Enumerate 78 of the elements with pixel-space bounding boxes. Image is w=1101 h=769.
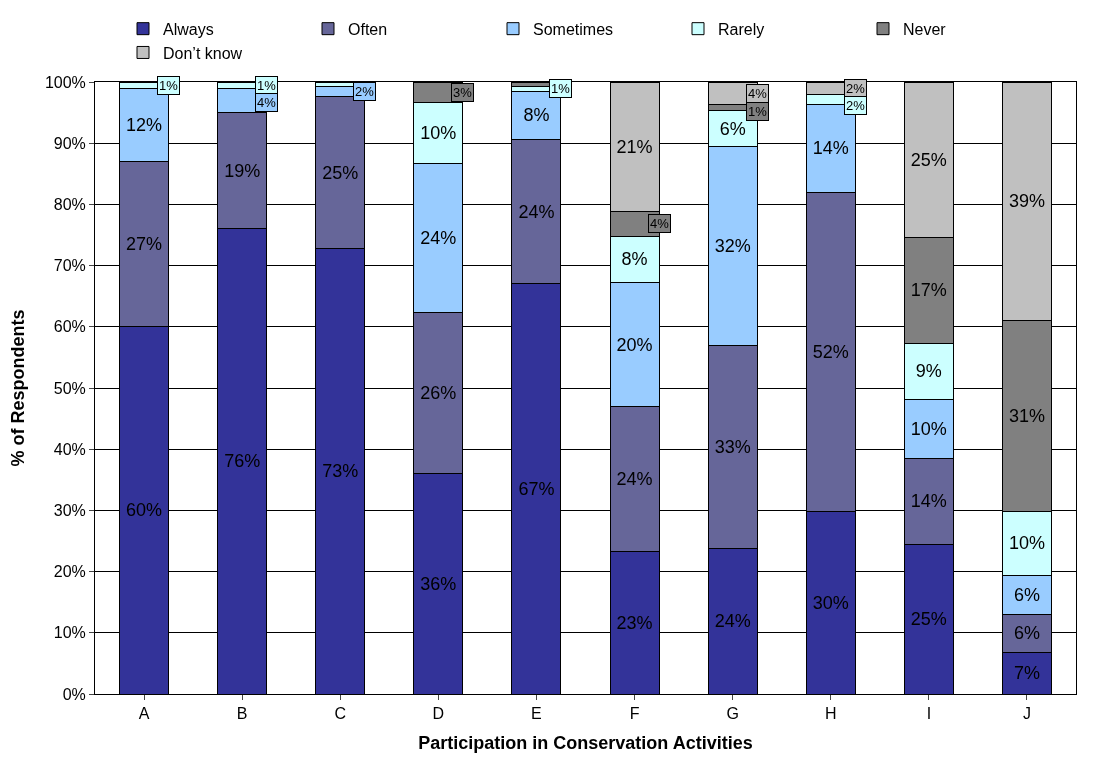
y-tick-label: 100% [44, 73, 86, 91]
data-label: 8% [523, 105, 550, 126]
y-tick-label: 0% [62, 685, 86, 703]
data-label: 4% [748, 86, 768, 101]
y-tick-label: 60% [53, 318, 86, 336]
data-label: 14% [910, 491, 947, 512]
data-label: 10% [1008, 533, 1045, 554]
data-label: 36% [420, 573, 457, 594]
data-label: 24% [518, 201, 555, 222]
data-label: 6% [1013, 623, 1040, 644]
data-label: 6% [719, 118, 746, 139]
x-tick-label: C [334, 705, 347, 723]
data-label: 52% [812, 341, 849, 362]
legend-label: Always [163, 20, 214, 38]
data-label: 2% [846, 98, 866, 113]
data-label: 14% [812, 138, 849, 159]
data-label: 60% [126, 500, 163, 521]
data-label: 25% [910, 149, 947, 170]
data-label: 19% [224, 160, 261, 181]
data-label: 9% [915, 361, 942, 382]
x-axis-title: Participation in Conservation Activities [418, 733, 753, 754]
data-label: 12% [126, 114, 163, 135]
data-label: 1% [159, 78, 179, 93]
y-tick-label: 50% [53, 379, 86, 397]
data-label: 21% [616, 136, 653, 157]
data-label: 33% [714, 437, 751, 458]
x-tick-label: D [432, 705, 445, 723]
data-label: 4% [257, 95, 277, 110]
data-label: 73% [322, 461, 359, 482]
data-label: 6% [1013, 584, 1040, 605]
x-tick-label: J [1022, 705, 1031, 723]
data-label: 27% [126, 234, 163, 255]
legend-label: Rarely [718, 20, 765, 38]
data-label: 1% [551, 81, 571, 96]
data-label: 76% [224, 451, 261, 472]
x-tick-label: I [926, 705, 932, 723]
data-label: 4% [650, 216, 670, 231]
x-tick-label: H [824, 705, 837, 723]
y-axis-title: % of Respondents [8, 309, 29, 467]
data-label: 8% [621, 249, 648, 270]
y-tick-label: 70% [53, 257, 86, 275]
x-tick-label: G [726, 705, 739, 723]
legend-label: Sometimes [533, 20, 614, 38]
legend-label: Often [348, 20, 388, 38]
data-label: 10% [420, 122, 457, 143]
y-tick-label: 30% [53, 502, 86, 519]
data-label: 1% [748, 104, 768, 119]
x-tick-label: E [531, 705, 542, 723]
y-tick-label: 40% [53, 440, 86, 458]
data-label: 24% [420, 228, 457, 249]
x-tick-label: A [138, 705, 150, 723]
y-tick-label: 90% [53, 134, 86, 152]
data-label: 1% [257, 78, 277, 93]
data-label: 3% [453, 85, 473, 100]
data-label: 31% [1008, 406, 1045, 427]
data-label: 2% [846, 81, 866, 96]
data-label: 17% [910, 280, 947, 301]
data-label: 26% [420, 382, 457, 403]
data-label: 2% [355, 84, 375, 99]
x-tick-label: B [236, 705, 248, 723]
data-label: 10% [910, 419, 947, 440]
data-label: 20% [616, 334, 653, 355]
data-label: 30% [812, 592, 849, 613]
data-label: 32% [714, 236, 751, 257]
legend-label: Don’t know [163, 44, 243, 62]
data-label: 23% [616, 612, 653, 633]
data-label: 7% [1013, 663, 1040, 684]
data-label: 24% [714, 611, 751, 632]
y-tick-label: 80% [53, 196, 86, 213]
data-label: 39% [1008, 191, 1045, 212]
data-label: 67% [518, 478, 555, 499]
legend-label: Never [903, 20, 947, 38]
data-label: 25% [910, 609, 947, 630]
data-label: 24% [616, 468, 653, 489]
data-label: 25% [322, 162, 359, 183]
y-tick-label: 20% [53, 563, 86, 581]
y-tick-label: 10% [53, 624, 86, 642]
x-tick-label: F [629, 705, 640, 723]
